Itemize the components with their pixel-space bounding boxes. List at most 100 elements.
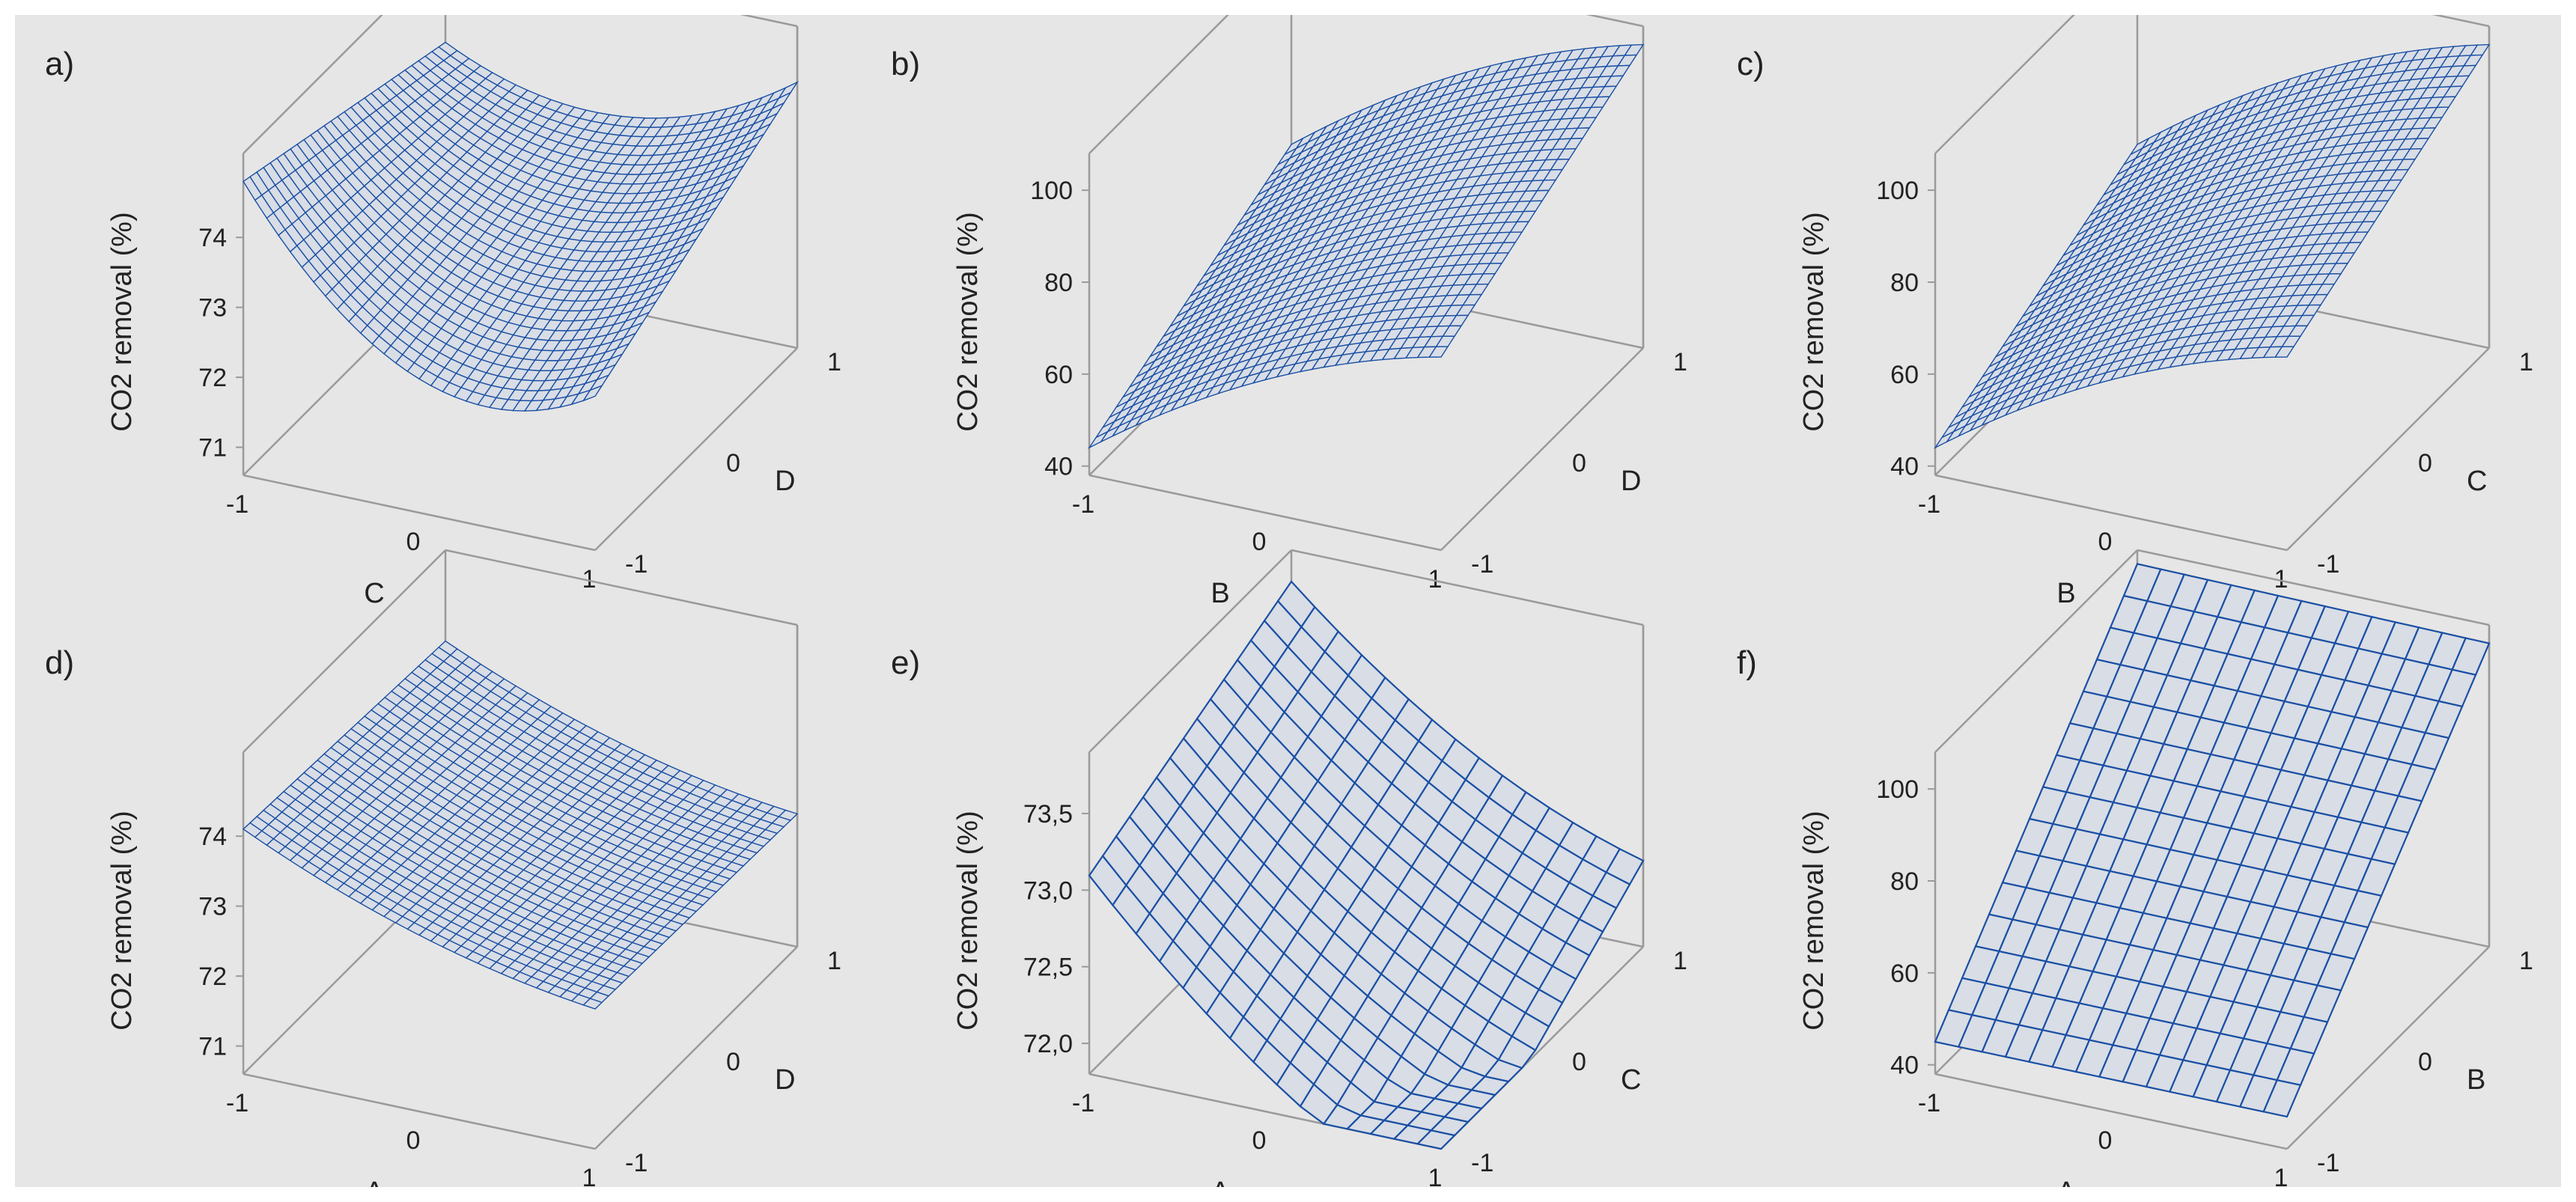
surface-cell <box>582 384 603 402</box>
z-tick-label: 72,0 <box>1023 1030 1073 1058</box>
x-tick-label: 0 <box>407 1126 421 1155</box>
box-edge <box>1934 15 2075 154</box>
z-tick-label: 72 <box>198 962 227 991</box>
x-tick-label: -1 <box>1918 1089 1940 1117</box>
y-tick-label: 1 <box>827 947 841 975</box>
x-tick-label: -1 <box>226 490 249 519</box>
z-tick-label: 60 <box>1044 361 1073 389</box>
surface-mesh <box>1934 563 2491 1118</box>
y-tick-label: 1 <box>1673 947 1687 975</box>
z-axis-title: CO2 removal (%) <box>1798 212 1830 432</box>
x-tick-label: 0 <box>2098 1126 2113 1155</box>
panel-label: b) <box>891 46 920 82</box>
z-axis-title: CO2 removal (%) <box>106 212 138 432</box>
box-edge <box>1586 15 1644 28</box>
z-axis-title: CO2 removal (%) <box>952 811 984 1031</box>
x-tick-label: 0 <box>407 528 421 556</box>
panel-label: f) <box>1737 644 1757 681</box>
surface-mesh <box>242 640 799 1010</box>
y-tick-label: -1 <box>625 550 648 579</box>
box-edge <box>1440 347 1644 551</box>
y-tick-label: 0 <box>2418 449 2432 478</box>
surface-mesh <box>243 41 799 412</box>
x-tick-label: -1 <box>1072 1089 1094 1117</box>
y-tick-label: -1 <box>2317 1149 2339 1177</box>
z-tick-label: 72,5 <box>1023 954 1073 982</box>
surface-plot-d: d) 71 72 73 74 CO2 removal (%) -1 0 1 A -1 0 1 D <box>45 549 841 1187</box>
z-axis-title: CO2 removal (%) <box>106 811 138 1031</box>
x-tick-label: 1 <box>582 565 597 594</box>
box-edge <box>445 549 798 626</box>
z-tick-label: 60 <box>1890 361 1919 389</box>
z-tick-label: 74 <box>198 224 227 252</box>
panel-label: a) <box>45 46 74 82</box>
box-edge <box>740 15 798 28</box>
z-tick-label: 40 <box>1890 453 1919 481</box>
z-tick-label: 40 <box>1044 453 1073 481</box>
y-tick-label: 0 <box>726 449 740 478</box>
x-tick-label: 1 <box>2274 1164 2289 1187</box>
y-tick-label: -1 <box>2317 550 2339 579</box>
y-axis-title: B <box>2467 1064 2485 1096</box>
x-tick-label: 0 <box>2098 528 2113 556</box>
x-axis-title: B <box>2056 578 2075 609</box>
y-tick-label: 0 <box>1572 449 1586 478</box>
z-tick-label: 73,5 <box>1023 800 1073 829</box>
y-axis-title: D <box>1621 466 1641 497</box>
z-tick-label: 72 <box>198 364 227 392</box>
y-tick-label: 1 <box>1673 348 1687 376</box>
z-axis-title: CO2 removal (%) <box>952 212 984 432</box>
surface-mesh <box>1933 43 2491 449</box>
y-tick-label: -1 <box>625 1149 648 1177</box>
surface-plot-e: e) 72,0 72,5 73,0 73,5 CO2 removal (%) -1 0 1 A -1… <box>891 549 1687 1187</box>
x-tick-label: 0 <box>1252 528 1267 556</box>
x-tick-label: -1 <box>1072 490 1094 519</box>
surface-mesh <box>1087 43 1645 449</box>
z-tick-label: 100 <box>1876 177 1919 205</box>
box-edge <box>1291 549 1644 626</box>
y-axis-title: C <box>2467 466 2487 497</box>
x-axis-title: A <box>1211 1177 1230 1187</box>
surface-plot-f: f) 40 60 80 100 CO2 removal (%) -1 0 1 A -1 0 1 B <box>1737 549 2533 1187</box>
z-tick-label: 73 <box>198 294 227 323</box>
y-tick-label: 1 <box>827 348 841 376</box>
box-edge <box>243 474 596 552</box>
z-tick-label: 71 <box>198 1033 227 1061</box>
x-tick-label: 1 <box>1428 1164 1443 1187</box>
box-edge <box>2286 347 2490 551</box>
x-axis-title: B <box>1211 578 1229 609</box>
y-tick-label: -1 <box>1471 1149 1493 1177</box>
surface-plots-canvas: a) 71 72 73 74 CO2 removal (%) -1 0 1 C -1 0 1 Db) 40 6… <box>45 15 2533 1187</box>
x-axis-title: C <box>364 578 384 609</box>
z-tick-label: 100 <box>1876 775 1919 804</box>
z-tick-label: 71 <box>198 434 227 463</box>
surface-plot-a: a) 71 72 73 74 CO2 removal (%) -1 0 1 C -1 0 1 D <box>45 15 841 609</box>
box-edge <box>1088 15 1229 154</box>
z-tick-label: 73,0 <box>1023 876 1073 905</box>
y-tick-label: 1 <box>2519 947 2533 975</box>
z-tick-label: 80 <box>1890 867 1919 896</box>
panel-label: d) <box>45 644 74 681</box>
x-axis-title: A <box>365 1177 384 1187</box>
y-tick-label: 0 <box>726 1048 740 1076</box>
y-axis-title: C <box>1621 1064 1641 1096</box>
surface-mesh <box>1088 580 1645 1150</box>
z-tick-label: 74 <box>198 823 227 851</box>
x-tick-label: -1 <box>1918 490 1940 519</box>
x-tick-label: -1 <box>226 1089 249 1117</box>
z-tick-label: 100 <box>1030 177 1073 205</box>
box-edge <box>594 347 798 551</box>
z-tick-label: 60 <box>1890 960 1919 988</box>
y-tick-label: 1 <box>2519 348 2533 376</box>
x-tick-label: 1 <box>582 1164 597 1187</box>
panel-label: e) <box>891 644 920 681</box>
box-edge <box>2432 15 2490 28</box>
z-tick-label: 73 <box>198 893 227 921</box>
y-axis-title: D <box>775 1064 795 1096</box>
z-tick-label: 80 <box>1890 269 1919 297</box>
x-axis-title: A <box>2056 1177 2076 1187</box>
box-edge <box>1088 474 1442 552</box>
